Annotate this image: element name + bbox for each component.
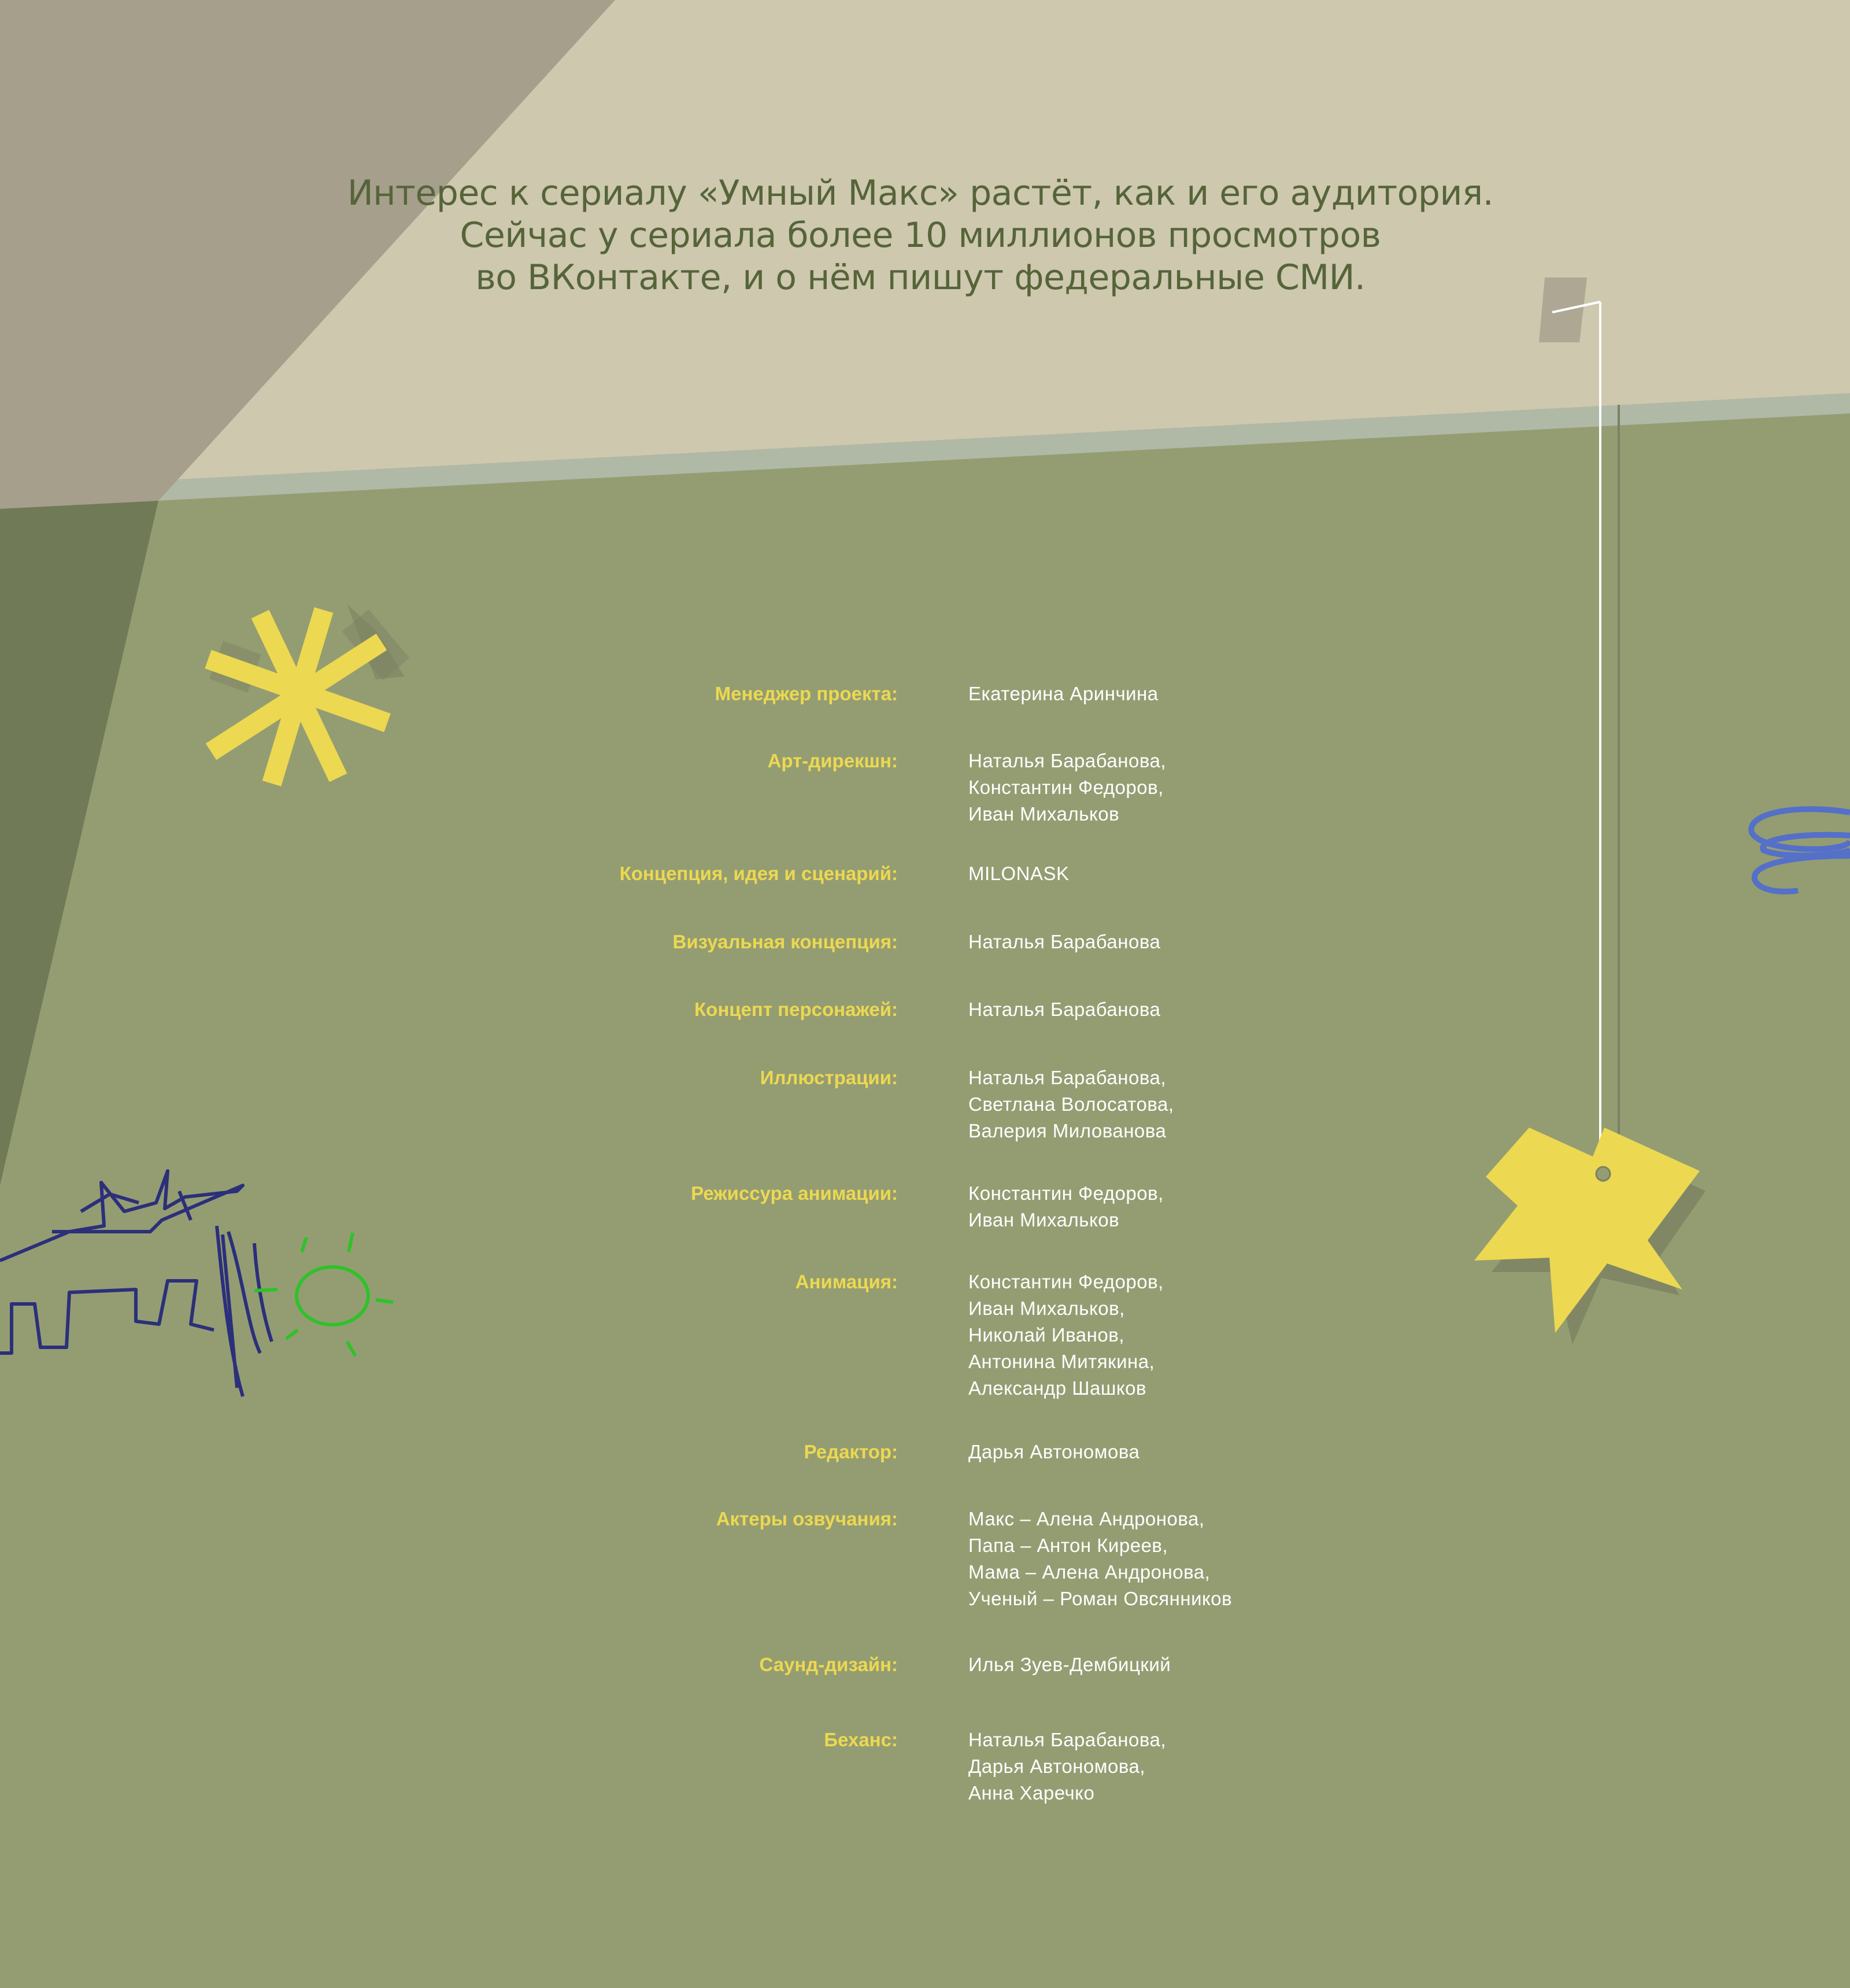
asterisk-icon [205, 604, 410, 786]
credit-names: Константин Федоров, Иван Михальков [968, 1180, 1164, 1233]
credit-names: Наталья Барабанова, Дарья Автономова, Ан… [968, 1727, 1166, 1806]
intro-line: во ВКонтакте, и о нём пишут федеральные … [475, 257, 1366, 298]
light-strip [0, 393, 1850, 509]
credit-label: Режиссура анимации: [691, 1183, 898, 1204]
credit-name: Наталья Барабанова [968, 999, 1161, 1020]
credit-name: Иван Михальков [968, 1209, 1120, 1231]
credit-names: Екатерина Аринчина [968, 681, 1159, 707]
doodle-sketch [0, 1169, 273, 1397]
taupe-shadow-top [0, 0, 615, 509]
credit-names: Константин Федоров, Иван Михальков, Нико… [968, 1269, 1164, 1402]
credit-name: Светлана Волосатова, [968, 1093, 1174, 1115]
intro-line: Сейчас у сериала более 10 миллионов прос… [460, 215, 1381, 256]
star-icon [1474, 1128, 1700, 1333]
credit-name: Ученый – Роман Овсянников [968, 1588, 1233, 1609]
hanging-string [1552, 301, 1601, 313]
credit-name: Константин Федоров, [968, 1183, 1164, 1204]
credit-name: Наталья Барабанова, [968, 1067, 1167, 1088]
dark-olive-shadow [0, 501, 158, 1185]
credit-name: Иван Михальков, [968, 1298, 1125, 1319]
blue-scribble-icon [1748, 806, 1850, 895]
credit-name: Дарья Автономова, [968, 1756, 1145, 1777]
credit-names: MILONASK [968, 860, 1070, 887]
credit-name: Екатерина Аринчина [968, 683, 1159, 704]
credit-name: Наталья Барабанова, [968, 1729, 1167, 1750]
credit-names: Наталья Барабанова [968, 996, 1160, 1023]
credit-name: Анна Харечко [968, 1782, 1095, 1804]
credit-name: Наталья Барабанова, [968, 750, 1167, 771]
intro-paragraph: Интерес к сериалу «Умный Макс» растёт, к… [231, 172, 1610, 299]
credit-name: Валерия Милованова [968, 1120, 1167, 1141]
credit-label: Иллюстрации: [760, 1067, 898, 1088]
credit-label: Концепт персонажей: [694, 999, 898, 1020]
credit-label: Редактор: [804, 1441, 898, 1462]
credit-name: MILONASK [968, 863, 1070, 884]
intro-line: Интерес к сериалу «Умный Макс» растёт, к… [347, 173, 1494, 213]
credit-names: Наталья Барабанова, Светлана Волосатова,… [968, 1065, 1174, 1144]
credit-name: Макс – Алена Андронова, [968, 1508, 1205, 1529]
credit-name: Мама – Алена Андронова, [968, 1561, 1211, 1583]
credit-label: Анимация: [795, 1271, 898, 1292]
credit-name: Дарья Автономова [968, 1441, 1140, 1462]
credit-name: Наталья Барабанова [968, 931, 1161, 952]
credit-name: Антонина Митякина, [968, 1351, 1155, 1372]
star-hole [1595, 1166, 1611, 1182]
credit-label: Менеджер проекта: [715, 683, 898, 704]
credit-name: Иван Михальков [968, 803, 1120, 825]
credit-name: Константин Федоров, [968, 777, 1164, 798]
credit-names: Наталья Барабанова, Константин Федоров, … [968, 748, 1166, 827]
credit-name: Папа – Антон Киреев, [968, 1535, 1168, 1556]
credit-name: Илья Зуев-Дембицкий [968, 1654, 1171, 1675]
credit-label: Концепция, идея и сценарий: [619, 863, 898, 884]
credit-label: Саунд-дизайн: [759, 1654, 898, 1675]
credit-names: Макс – Алена Андронова, Папа – Антон Кир… [968, 1506, 1232, 1612]
credit-name: Николай Иванов, [968, 1324, 1124, 1346]
credit-label: Актеры озвучания: [716, 1508, 898, 1529]
credit-name: Александр Шашков [968, 1377, 1147, 1399]
credit-label: Арт-дирекшн: [767, 750, 898, 771]
credit-label: Визуальная концепция: [672, 931, 898, 952]
credit-names: Наталья Барабанова [968, 929, 1160, 955]
credit-names: Илья Зуев-Дембицкий [968, 1651, 1171, 1678]
sun-icon [254, 1232, 394, 1357]
credit-label: Беханс: [824, 1729, 898, 1750]
credit-name: Константин Федоров, [968, 1271, 1164, 1292]
credit-names: Дарья Автономова [968, 1439, 1139, 1465]
